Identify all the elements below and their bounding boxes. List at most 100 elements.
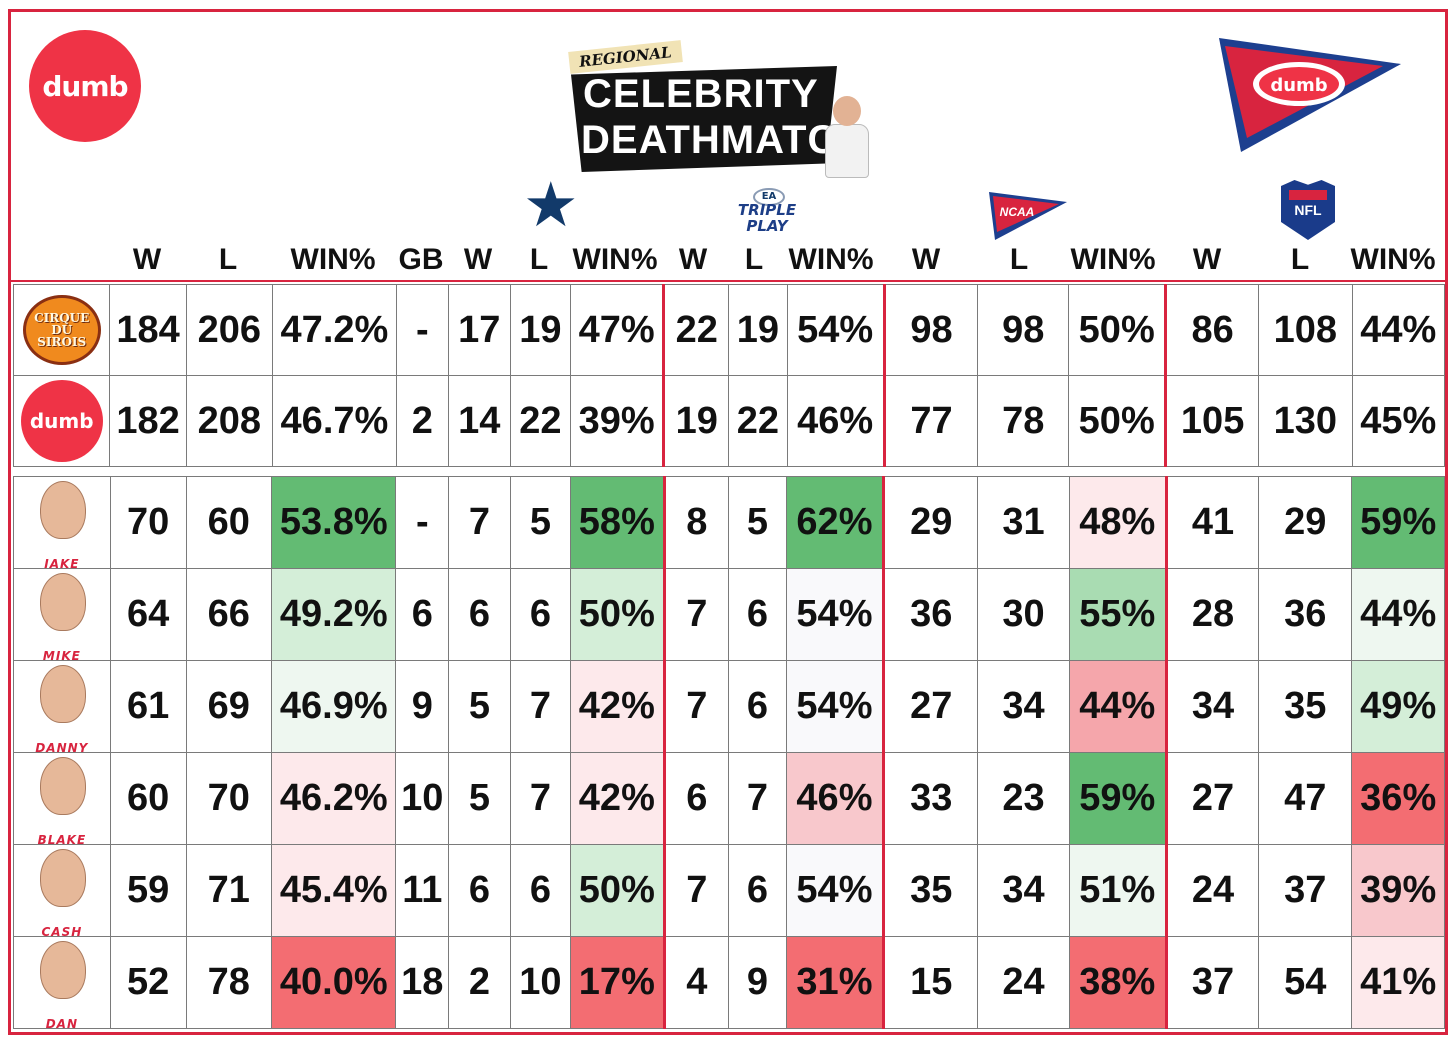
- stat-cell: 37: [1165, 936, 1260, 1029]
- stat-cell: 42%: [570, 660, 666, 753]
- column-header: L: [744, 243, 764, 276]
- player-row: CASH 59 71 45.4% 11 6 6 50% 7 6 54% 35 34 51% 24 37 39%: [13, 844, 1445, 937]
- stat-cell: 22: [663, 284, 730, 376]
- stat-cell: 38%: [1068, 936, 1168, 1029]
- player-avatar: CASH: [18, 847, 106, 937]
- stat-cell: 59%: [1351, 476, 1445, 569]
- stat-cell: 17%: [570, 936, 666, 1029]
- stat-cell: 28: [1165, 568, 1260, 661]
- player-row: BLAKE 60 70 46.2% 10 5 7 42% 6 7 46% 33 23 59% 27 47 36%: [13, 752, 1445, 845]
- referee-image: [823, 96, 869, 178]
- stat-cell: 34: [977, 844, 1070, 937]
- stat-cell: 7: [728, 752, 787, 845]
- stat-cell: 24: [1165, 844, 1260, 937]
- stat-cell: 6: [728, 660, 787, 753]
- stat-cell: 49%: [1351, 660, 1445, 753]
- stat-cell: 46.9%: [271, 660, 397, 753]
- stat-cell: 9: [395, 660, 450, 753]
- stat-cell: 61: [109, 660, 187, 753]
- stat-cell: 10: [395, 752, 450, 845]
- stat-cell: 7: [509, 752, 572, 845]
- stat-cell: 49.2%: [271, 568, 397, 661]
- stat-cell: 130: [1257, 375, 1353, 467]
- stat-cell: 44%: [1068, 660, 1168, 753]
- stat-cell: 46.2%: [271, 752, 397, 845]
- stat-cell: 6: [509, 844, 572, 937]
- player-cell: DAN: [13, 936, 111, 1029]
- stat-cell: 78: [977, 375, 1070, 467]
- stat-cell: 6: [448, 568, 511, 661]
- stat-cell: 33: [883, 752, 979, 845]
- stat-cell: 50%: [570, 568, 666, 661]
- cowboys-star-icon: ★: [523, 168, 579, 241]
- stat-cell: 52: [109, 936, 187, 1029]
- stat-cell: 5: [448, 660, 511, 753]
- nfl-shield-logo: NFL: [1281, 180, 1335, 240]
- stat-cell: 6: [728, 568, 787, 661]
- stat-cell: 54%: [786, 284, 886, 376]
- players-table: JAKE 70 60 53.8% -7 5 58% 8 5 62% 29 31 48% 41 29 59% MI…: [13, 476, 1445, 1029]
- stat-cell: 98: [883, 284, 979, 376]
- player-name: JAKE: [44, 556, 80, 569]
- stat-cell: 6: [448, 844, 511, 937]
- stat-cell: 54%: [785, 844, 886, 937]
- teams-table: CIRQUE DU SIROIS 184 206 47.2% -17 19 47% 22 19 54%…: [12, 284, 1446, 467]
- stat-cell: 6: [728, 844, 787, 937]
- stat-cell: 5: [448, 752, 511, 845]
- player-avatar: DANNY: [18, 663, 106, 752]
- stat-cell: 105: [1165, 375, 1259, 467]
- player-row: DAN 52 78 40.0% 18 2 10 17% 4 9 31% 15 24 38% 37 54 41%: [13, 936, 1445, 1029]
- face-icon: [39, 572, 86, 631]
- title-line-2: DEATHMATCH: [581, 118, 868, 162]
- stat-cell: 6: [395, 568, 450, 661]
- stat-cell: 54%: [785, 568, 886, 661]
- stat-cell: 40.0%: [271, 936, 397, 1029]
- stat-cell: 29: [1258, 476, 1353, 569]
- stat-cell: 45%: [1351, 375, 1446, 467]
- player-row: MIKE 64 66 49.2% 6 6 6 50% 7 6 54% 36 30 55% 28 36 44%: [13, 568, 1445, 661]
- stat-cell: 47.2%: [271, 284, 398, 376]
- cirque-du-sirois-logo: CIRQUE DU SIROIS: [22, 295, 101, 365]
- column-header: WIN%: [1070, 243, 1156, 276]
- stat-cell: 44%: [1351, 568, 1445, 661]
- stat-cell: 34: [977, 660, 1070, 753]
- face-icon: [39, 756, 86, 815]
- column-header: WIN%: [1350, 243, 1436, 276]
- column-header: L: [218, 243, 238, 276]
- stat-cell: 77: [883, 375, 979, 467]
- stat-cell: 55%: [1068, 568, 1168, 661]
- stat-cell: 58%: [570, 476, 666, 569]
- stat-cell: 64: [109, 568, 187, 661]
- stat-cell: 59: [109, 844, 187, 937]
- stat-cell: 6: [509, 568, 572, 661]
- stat-cell: 62%: [785, 476, 886, 569]
- stat-cell: 44%: [1351, 284, 1446, 376]
- stat-cell: 7: [663, 660, 730, 753]
- column-header: WIN%: [572, 243, 658, 276]
- stat-cell: 54%: [785, 660, 886, 753]
- column-header: L: [529, 243, 549, 276]
- player-avatar: JAKE: [18, 479, 106, 569]
- stat-cell: 11: [395, 844, 450, 937]
- ncaa-pennant-logo: NCAA: [989, 192, 1067, 240]
- title-tag: REGIONAL: [568, 40, 683, 74]
- stat-cell: 86: [1165, 284, 1259, 376]
- face-icon: [39, 480, 86, 539]
- stat-cell: 31%: [785, 936, 886, 1029]
- stat-cell: 39%: [1351, 844, 1445, 937]
- stat-cell: 59%: [1068, 752, 1168, 845]
- stat-cell: 23: [977, 752, 1070, 845]
- stat-cell: 7: [663, 844, 730, 937]
- stat-cell: 184: [109, 284, 187, 376]
- team-logo-cell: CIRQUE DU SIROIS: [12, 284, 111, 376]
- team-logo-cell: dumb: [12, 375, 111, 467]
- stat-cell: 182: [109, 375, 187, 467]
- stat-cell: 66: [185, 568, 273, 661]
- stat-cell: 9: [728, 936, 787, 1029]
- stat-cell: 6: [663, 752, 730, 845]
- stat-cell: 42%: [570, 752, 666, 845]
- stat-cell: 36%: [1351, 752, 1445, 845]
- stat-cell: 24: [977, 936, 1070, 1029]
- stat-cell: 15: [883, 936, 979, 1029]
- player-name: CASH: [41, 924, 83, 937]
